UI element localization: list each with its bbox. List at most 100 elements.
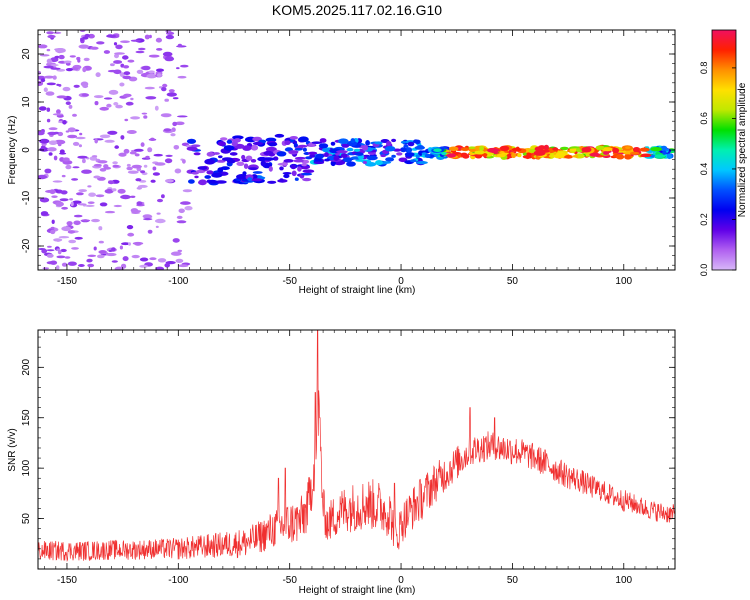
spectrogram-cell (99, 250, 107, 254)
spectrogram-cell (61, 262, 68, 267)
spectrogram-cell (165, 154, 173, 157)
spectrogram-cell (409, 159, 417, 163)
spectrogram-cell (182, 189, 193, 193)
spectrogram-cell (106, 34, 117, 38)
spectrogram-cell (103, 97, 113, 100)
spectrogram-xtick-label: -100 (168, 276, 188, 287)
spectrogram-cell (56, 68, 66, 72)
spectrogram-cell (487, 147, 499, 153)
spectrogram-cell (38, 81, 44, 86)
spectrogram-cell (141, 112, 148, 115)
spectrogram-cell (386, 141, 392, 146)
spectrogram-cell (39, 138, 50, 144)
spectrogram-cell (99, 134, 111, 139)
spectrogram-cell (433, 148, 442, 153)
spectrogram-xtick-label: -50 (282, 276, 297, 287)
spectrogram-cell (346, 147, 354, 152)
spectrogram-cell (104, 189, 114, 194)
spectrogram-cell (298, 136, 309, 143)
spectrogram-cell (603, 151, 609, 155)
spectrogram-cell (67, 230, 76, 234)
spectrogram-ytick-label: 0 (21, 147, 32, 153)
spectrogram-cell (136, 201, 143, 206)
spectrogram-cell (120, 194, 131, 200)
spectrogram-cell (123, 148, 130, 154)
spectrogram-cell (40, 78, 46, 83)
spectrogram-cell (52, 113, 64, 116)
spectrogram-cell (93, 95, 104, 99)
spectrogram-cell (154, 162, 166, 166)
spectrogram-cell (474, 150, 485, 155)
spectrogram-cell (301, 163, 307, 167)
spectrogram-cell (103, 166, 112, 170)
spectrogram-cell (421, 152, 427, 156)
snr-xlabel: Height of straight line (km) (299, 585, 416, 596)
spectrogram-cell (51, 219, 55, 224)
spectrogram-cell (60, 190, 68, 195)
spectrogram-cell (83, 57, 90, 62)
spectrogram-cell (70, 201, 74, 207)
spectrogram-cell (127, 232, 135, 237)
spectrogram-cell (302, 169, 315, 173)
spectrogram-cell (88, 192, 96, 197)
spectrogram-cell (104, 210, 116, 214)
spectrogram-cell (147, 147, 153, 153)
spectrogram-cell (44, 168, 52, 174)
spectrogram-cell (248, 167, 258, 171)
spectrogram-cell (176, 220, 187, 224)
spectrogram-cell (290, 164, 297, 170)
spectrogram-cell (152, 172, 160, 176)
spectrogram-cell (50, 57, 59, 63)
spectrogram-cell (186, 138, 197, 144)
spectrogram-cell (134, 153, 140, 157)
spectrogram-cell (186, 146, 198, 151)
spectrogram-cell (362, 161, 367, 164)
spectrogram-cell (55, 201, 64, 207)
spectrogram-cell (336, 150, 348, 154)
spectrogram-cell (333, 155, 340, 161)
spectrogram-cell (107, 130, 118, 135)
spectrogram-cell (448, 146, 459, 152)
spectrogram-cell (122, 75, 132, 80)
spectrogram-cell (251, 178, 263, 182)
spectrogram-cell (180, 64, 189, 68)
spectrogram-cell (53, 131, 59, 135)
spectrogram-cell (113, 102, 119, 106)
spectrogram-cell (94, 101, 99, 106)
spectrogram-cell (177, 43, 183, 48)
spectrogram-cell (172, 238, 180, 243)
spectrogram-cell (589, 152, 600, 157)
spectrogram-cell (131, 254, 140, 259)
spectrogram-cell (71, 178, 79, 181)
spectrogram-cell (65, 164, 72, 170)
spectrogram-cell (46, 249, 55, 252)
spectrogram-cell (47, 34, 56, 39)
spectrogram-cell (77, 58, 81, 63)
spectrogram-cell (122, 65, 130, 69)
spectrogram-cell (398, 157, 408, 163)
spectrogram-cell (315, 153, 325, 159)
spectrogram-cell (385, 157, 395, 162)
spectrogram-cell (162, 83, 168, 88)
spectrogram-cell (62, 120, 67, 125)
spectrogram-cell (330, 160, 336, 167)
spectrogram-cell (58, 236, 70, 239)
spectrogram-cell (111, 188, 117, 192)
spectrogram-xtick-label: 100 (615, 276, 632, 287)
spectrogram-cell (45, 189, 56, 193)
spectrogram-cell (123, 71, 131, 76)
spectrogram-cell (65, 68, 73, 72)
snr-xtick-label: 50 (507, 575, 519, 586)
spectrogram-cell (77, 203, 87, 206)
spectrogram-cell (166, 31, 175, 35)
spectrogram-cell (229, 152, 238, 156)
spectrogram-cell (555, 151, 566, 157)
spectrogram-cell (115, 104, 123, 109)
spectrogram-cell (446, 153, 457, 158)
spectrogram-cell (117, 188, 126, 194)
spectrogram-cell (50, 64, 59, 67)
spectrogram-cell (114, 53, 119, 59)
spectrogram-cell (353, 148, 361, 152)
spectrogram-cell (89, 156, 98, 161)
